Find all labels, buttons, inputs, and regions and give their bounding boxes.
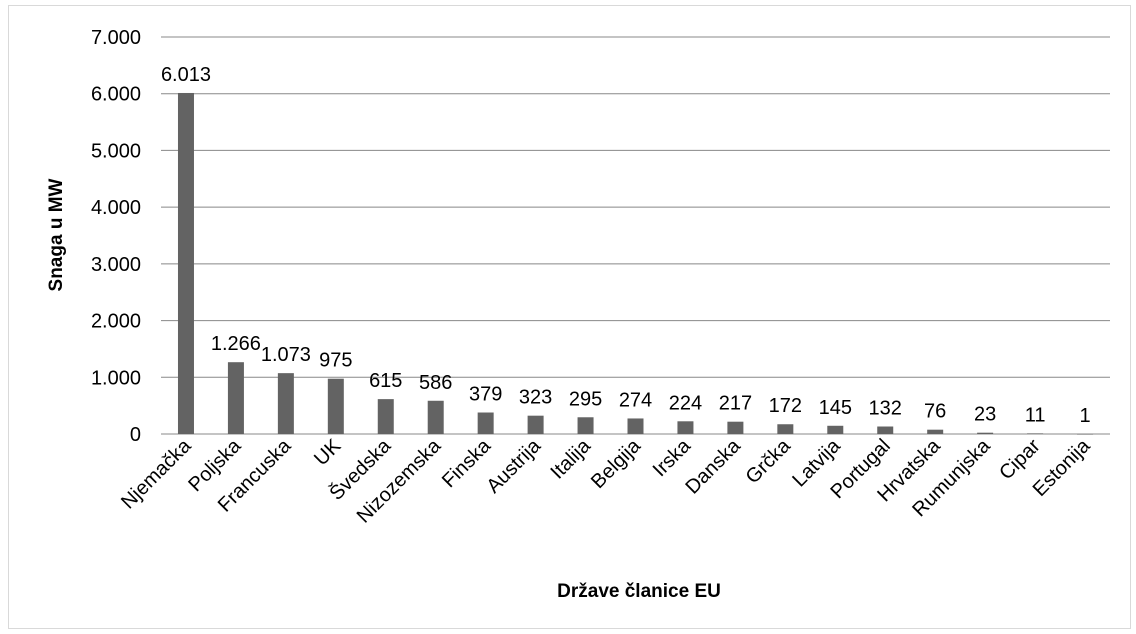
bar xyxy=(677,421,694,434)
bar xyxy=(527,415,544,434)
bar xyxy=(927,429,944,434)
data-label: 217 xyxy=(719,393,752,415)
data-label: 76 xyxy=(924,401,946,423)
bar xyxy=(277,373,294,434)
bar xyxy=(577,417,594,434)
data-label: 975 xyxy=(319,350,352,372)
data-label: 172 xyxy=(769,395,802,417)
data-label: 615 xyxy=(369,370,402,392)
y-tick-label: 4.000 xyxy=(91,197,141,219)
bar xyxy=(977,432,994,434)
data-label: 11 xyxy=(1025,404,1046,426)
gridlines xyxy=(161,36,1110,435)
x-tick-label: Irska xyxy=(649,434,696,481)
data-label: 323 xyxy=(519,387,552,409)
x-tick-label: Estonija xyxy=(1029,434,1095,500)
data-label: 6.013 xyxy=(161,64,211,86)
data-label: 145 xyxy=(819,397,852,419)
data-label: 379 xyxy=(469,384,502,406)
bar xyxy=(777,424,794,434)
x-tick-label: Njemačka xyxy=(117,434,196,513)
data-label: 586 xyxy=(419,372,452,394)
bar xyxy=(377,399,394,434)
y-tick-label: 3.000 xyxy=(91,254,141,276)
chart-frame xyxy=(8,5,1131,629)
y-axis-title: Snaga u MW xyxy=(46,178,67,291)
bar xyxy=(427,400,444,434)
data-label: 295 xyxy=(569,388,602,410)
bar xyxy=(1027,433,1044,434)
y-tick-label: 1.000 xyxy=(91,367,141,389)
data-label: 1 xyxy=(1079,405,1090,427)
y-tick-label: 0 xyxy=(130,424,141,446)
data-labels: 6.013 1.266 1.073 975 615 586 379 323 295 274 224 2… xyxy=(161,64,1091,427)
x-tick-label: Grčka xyxy=(742,434,796,488)
x-tick-label: Austrija xyxy=(482,434,545,497)
x-tick-label: Belgija xyxy=(587,434,646,493)
y-tick-label: 2.000 xyxy=(91,311,141,333)
data-label: 274 xyxy=(619,389,652,411)
data-label: 1.073 xyxy=(261,344,311,366)
data-label: 1.266 xyxy=(211,333,261,355)
bar xyxy=(877,426,894,434)
bar xyxy=(627,418,644,434)
bar xyxy=(1077,433,1094,435)
bars xyxy=(177,92,1094,435)
data-label: 224 xyxy=(669,392,702,414)
data-label: 132 xyxy=(869,398,902,420)
bar xyxy=(727,421,744,434)
y-axis-ticks: 0 1.000 2.000 3.000 4.000 5.000 6.000 7.000 xyxy=(91,27,141,446)
y-tick-label: 5.000 xyxy=(91,140,141,162)
bar xyxy=(177,92,194,435)
bar xyxy=(477,412,494,434)
bar xyxy=(327,378,344,434)
bar xyxy=(227,362,244,434)
y-tick-label: 6.000 xyxy=(91,84,141,106)
data-label: 23 xyxy=(974,404,996,426)
x-tick-label: UK xyxy=(310,435,346,471)
y-tick-label: 7.000 xyxy=(91,27,141,49)
x-tick-label: Danska xyxy=(681,434,745,498)
x-axis-title: Države članice EU xyxy=(557,581,721,602)
bar xyxy=(827,425,844,434)
